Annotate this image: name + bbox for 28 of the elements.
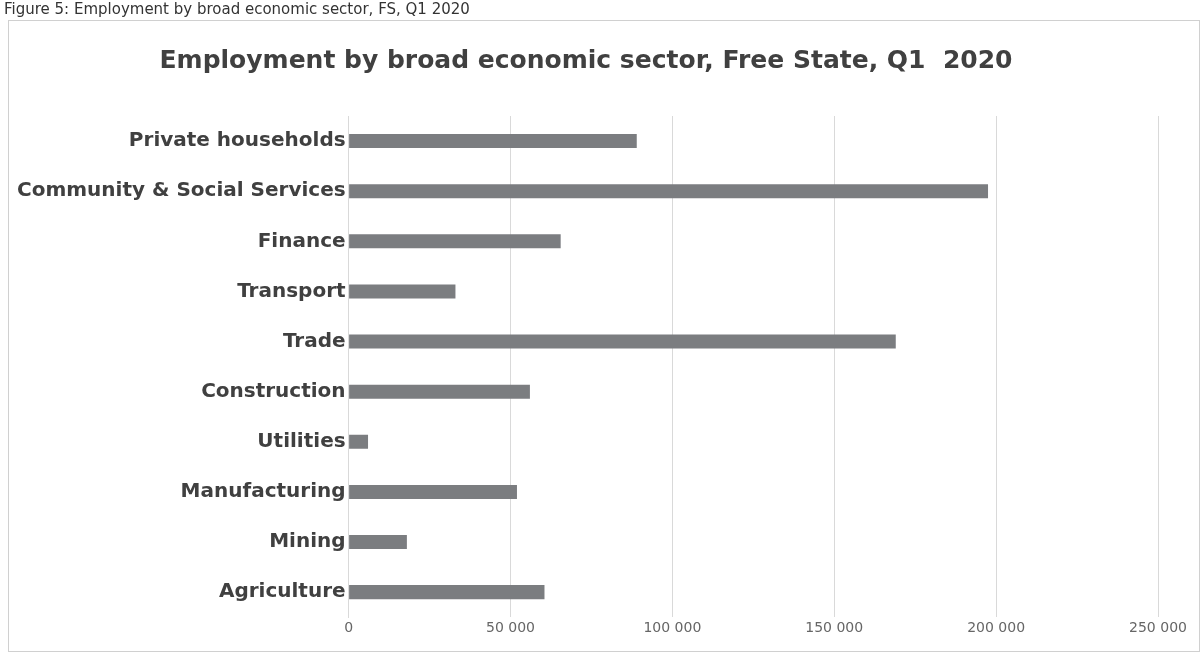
chart-title: Employment by broad economic sector, Free State, Q1 2020	[159, 44, 1013, 74]
bar	[349, 434, 369, 449]
y-tick-label: Private households	[128, 127, 346, 152]
x-tick-label: 250 000	[1129, 619, 1187, 636]
bar	[349, 484, 517, 499]
bar	[349, 134, 637, 149]
x-tick-label: 50 000	[485, 619, 535, 636]
x-tick-label: 150 000	[805, 619, 864, 636]
y-tick-label: Finance	[257, 227, 346, 252]
y-tick-label: Mining	[269, 528, 346, 553]
bar	[349, 334, 896, 349]
bar	[349, 284, 456, 299]
bar	[349, 585, 545, 600]
y-tick-label: Trade	[282, 327, 346, 352]
bar	[349, 184, 989, 199]
y-tick-label: Construction	[201, 377, 346, 402]
y-tick-label: Community & Social Services	[16, 177, 346, 202]
x-tick-label: 200 000	[967, 619, 1026, 636]
y-tick-label: Transport	[237, 277, 347, 302]
y-tick-label: Agriculture	[218, 578, 346, 603]
bar	[349, 535, 407, 550]
x-tick-label: 0	[344, 619, 354, 636]
y-tick-label: Utilities	[257, 427, 346, 452]
bar	[349, 234, 561, 249]
x-tick-label: 100 000	[643, 619, 702, 636]
y-tick-label: Manufacturing	[180, 478, 346, 503]
caption: Figure 5: Employment by broad economic sector, FS, Q1 2020	[4, 0, 470, 18]
bar	[349, 384, 530, 399]
